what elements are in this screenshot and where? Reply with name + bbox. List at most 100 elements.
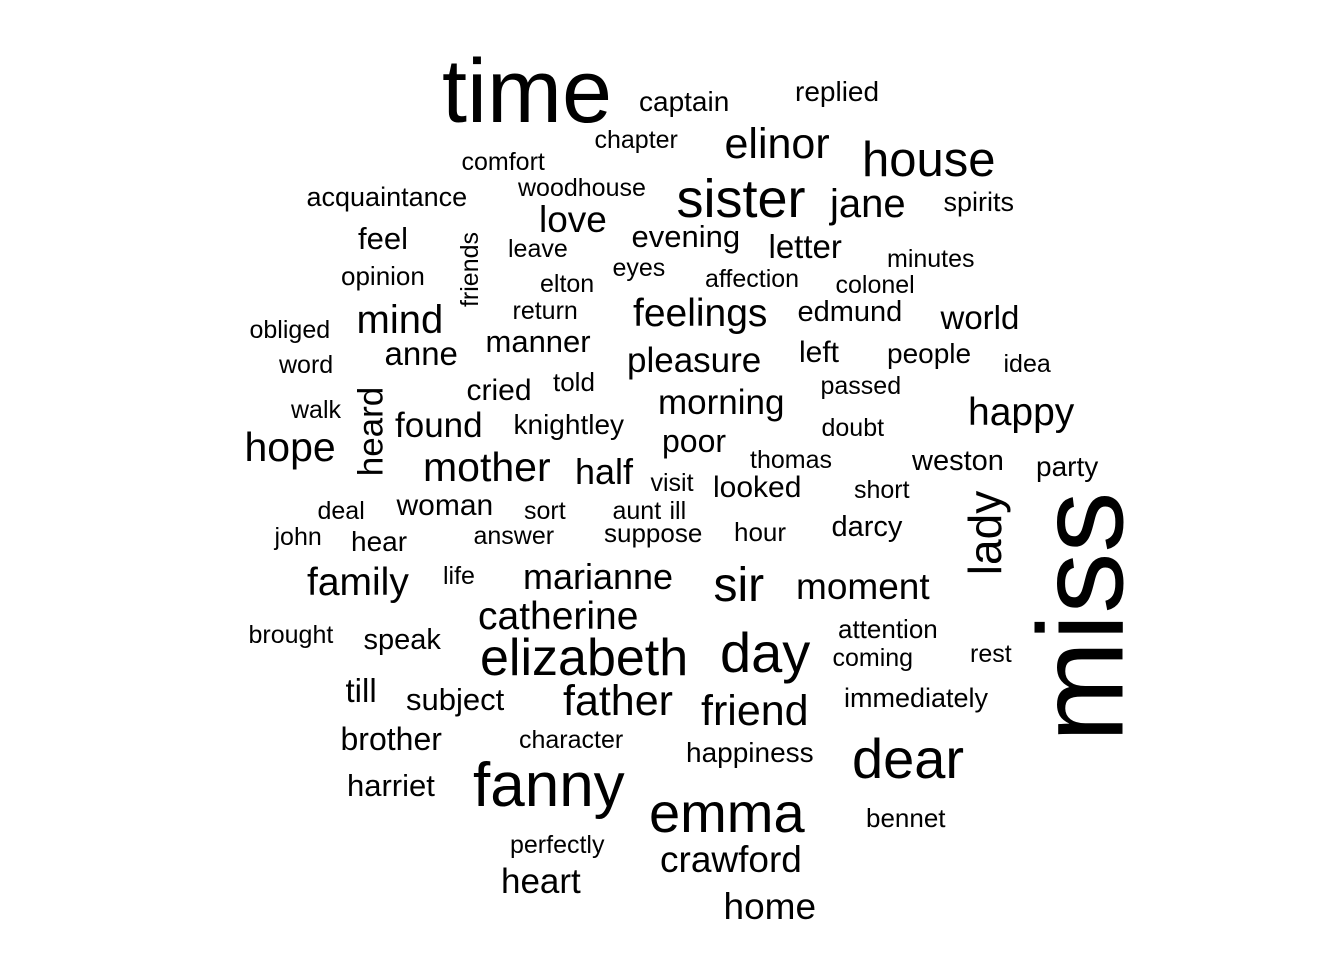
- word-minutes: minutes: [887, 244, 975, 273]
- word-immediately: immediately: [844, 682, 989, 713]
- word-woman: woman: [396, 489, 494, 522]
- word-visit: visit: [650, 468, 694, 497]
- word-eyes: eyes: [612, 253, 666, 282]
- word-john: john: [274, 522, 322, 551]
- word-feelings: feelings: [633, 291, 768, 335]
- word-walk: walk: [291, 395, 342, 424]
- word-home: home: [723, 885, 817, 927]
- word-lady: lady: [959, 490, 1012, 576]
- word-elizabeth: elizabeth: [480, 629, 689, 687]
- word-opinion: opinion: [341, 261, 425, 291]
- word-deal: deal: [317, 496, 365, 525]
- word-time: time: [442, 42, 613, 142]
- word-morning: morning: [658, 382, 785, 422]
- word-leave: leave: [508, 234, 568, 263]
- word-anne: anne: [384, 334, 458, 372]
- word-chapter: chapter: [594, 125, 678, 154]
- word-family: family: [307, 560, 409, 604]
- word-harriet: harriet: [347, 767, 435, 803]
- word-told: told: [553, 367, 595, 397]
- word-replied: replied: [795, 76, 880, 107]
- word-day: day: [720, 621, 811, 684]
- word-comfort: comfort: [461, 147, 545, 176]
- word-word: word: [279, 350, 334, 379]
- word-darcy: darcy: [831, 510, 903, 543]
- word-ill: ill: [669, 496, 687, 525]
- word-friends: friends: [455, 231, 484, 307]
- word-happiness: happiness: [686, 737, 814, 768]
- word-heart: heart: [501, 861, 581, 901]
- word-dear: dear: [852, 727, 965, 790]
- word-weston: weston: [912, 444, 1004, 477]
- word-half: half: [575, 451, 634, 492]
- word-thomas: thomas: [750, 445, 832, 474]
- word-spirits: spirits: [943, 186, 1015, 217]
- word-catherine: catherine: [478, 594, 639, 638]
- word-knightley: knightley: [513, 409, 625, 440]
- word-life: life: [443, 561, 475, 590]
- word-till: till: [345, 671, 377, 709]
- word-idea: idea: [1003, 349, 1051, 378]
- word-attention: attention: [838, 614, 938, 644]
- word-answer: answer: [473, 521, 555, 550]
- word-poor: poor: [662, 423, 727, 459]
- word-brought: brought: [248, 620, 334, 649]
- word-hear: hear: [351, 526, 408, 557]
- word-brother: brother: [340, 721, 442, 757]
- word-evening: evening: [631, 218, 741, 254]
- word-found: found: [395, 405, 483, 445]
- word-sort: sort: [524, 496, 566, 525]
- word-sister: sister: [676, 169, 806, 229]
- word-happy: happy: [968, 390, 1075, 434]
- word-people: people: [887, 338, 972, 369]
- word-elinor: elinor: [724, 119, 830, 168]
- word-affection: affection: [705, 264, 800, 293]
- word-coming: coming: [832, 643, 914, 672]
- word-edmund: edmund: [797, 295, 903, 328]
- word-jane: jane: [830, 182, 906, 226]
- word-elton: elton: [540, 269, 595, 298]
- word-colonel: colonel: [835, 270, 915, 299]
- word-hour: hour: [734, 517, 787, 547]
- word-world: world: [940, 298, 1020, 336]
- word-obliged: obliged: [249, 315, 331, 344]
- word-woodhouse: woodhouse: [518, 173, 646, 202]
- word-mother: mother: [423, 443, 551, 490]
- word-acquaintance: acquaintance: [306, 181, 468, 212]
- word-crawford: crawford: [660, 838, 802, 880]
- word-speak: speak: [363, 623, 441, 656]
- word-captain: captain: [639, 86, 730, 117]
- word-pleasure: pleasure: [627, 340, 762, 380]
- word-emma: emma: [649, 781, 805, 844]
- word-sir: sir: [713, 559, 765, 612]
- word-return: return: [512, 296, 578, 325]
- word-rest: rest: [970, 639, 1012, 668]
- word-moment: moment: [796, 565, 930, 607]
- word-fanny: fanny: [473, 751, 625, 820]
- word-doubt: doubt: [821, 413, 885, 442]
- word-marianne: marianne: [523, 556, 674, 597]
- word-letter: letter: [768, 227, 842, 265]
- word-heard: heard: [351, 386, 391, 476]
- word-party: party: [1036, 451, 1099, 482]
- word-short: short: [854, 475, 910, 504]
- word-aunt: aunt: [612, 496, 662, 525]
- word-house: house: [862, 132, 996, 187]
- word-mind: mind: [356, 298, 444, 342]
- word-father: father: [563, 676, 673, 725]
- word-manner: manner: [485, 323, 591, 359]
- word-character: character: [519, 725, 624, 754]
- word-cried: cried: [466, 374, 532, 407]
- word-friend: friend: [701, 686, 809, 735]
- word-subject: subject: [406, 681, 505, 717]
- word-suppose: suppose: [604, 518, 703, 548]
- word-hope: hope: [244, 423, 336, 470]
- word-love: love: [539, 198, 607, 240]
- word-perfectly: perfectly: [510, 830, 605, 859]
- word-left: left: [799, 336, 840, 369]
- word-miss: miss: [1011, 491, 1148, 743]
- word-bennet: bennet: [866, 803, 946, 833]
- word-looked: looked: [713, 471, 802, 504]
- word-feel: feel: [358, 220, 408, 256]
